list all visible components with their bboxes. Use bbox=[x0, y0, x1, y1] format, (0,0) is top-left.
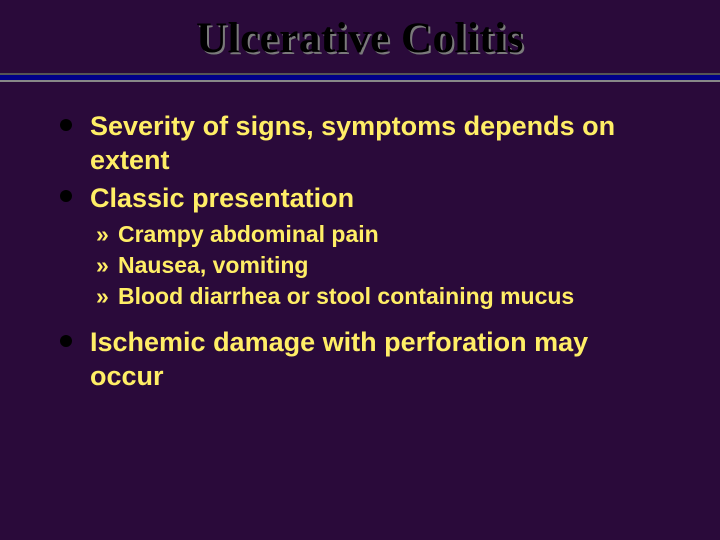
divider-line-3 bbox=[0, 80, 720, 82]
content-region: Severity of signs, symptoms depends on e… bbox=[0, 82, 720, 394]
bullet-text: Ischemic damage with perforation may occ… bbox=[90, 327, 588, 391]
title-region: Ulcerative Colitis bbox=[0, 0, 720, 73]
slide-title: Ulcerative Colitis bbox=[0, 14, 720, 63]
sub-bullet-item: » Crampy abdominal pain bbox=[96, 219, 666, 250]
sub-bullet-group: »Crampy abdominal pain»Nausea, vomiting»… bbox=[90, 219, 666, 312]
sub-bullet-item: » Blood diarrhea or stool containing mucu… bbox=[96, 281, 666, 312]
bullet-item: Ischemic damage with perforation may occ… bbox=[90, 326, 666, 394]
sub-bullet-glyph-icon: » bbox=[96, 281, 109, 312]
bullet-text: Classic presentation bbox=[90, 183, 354, 213]
divider bbox=[0, 73, 720, 82]
bullet-dot-icon bbox=[60, 335, 72, 347]
bullet-item: Classic presentation bbox=[90, 182, 666, 216]
sub-bullet-text: Nausea, vomiting bbox=[118, 252, 308, 278]
sub-bullet-glyph-icon: » bbox=[96, 219, 109, 250]
bullet-dot-icon bbox=[60, 190, 72, 202]
bullet-dot-icon bbox=[60, 119, 72, 131]
sub-bullet-glyph-icon: » bbox=[96, 250, 109, 281]
bullet-item: Severity of signs, symptoms depends on e… bbox=[90, 110, 666, 178]
sub-bullet-text: Blood diarrhea or stool containing mucus bbox=[118, 283, 574, 309]
sub-bullet-text: Crampy abdominal pain bbox=[118, 221, 379, 247]
bullet-text: Severity of signs, symptoms depends on e… bbox=[90, 111, 615, 175]
sub-bullet-item: » Nausea, vomiting bbox=[96, 250, 666, 281]
